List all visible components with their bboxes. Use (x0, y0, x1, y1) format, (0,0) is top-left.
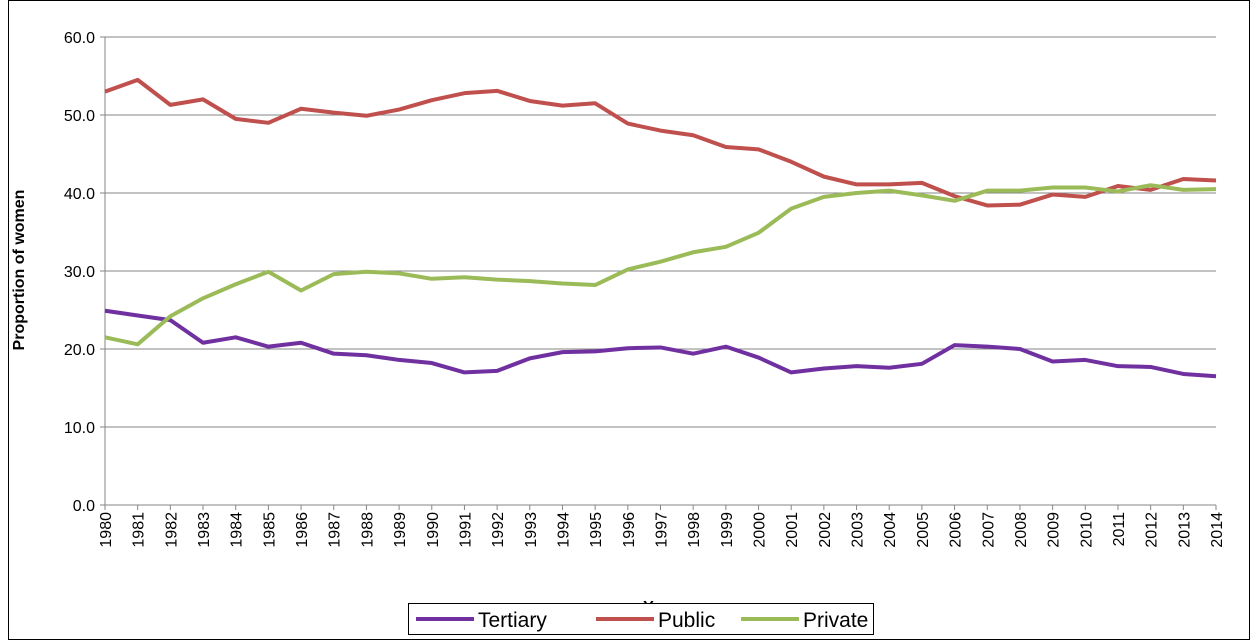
x-tick-label: 2003 (850, 512, 867, 548)
x-tick-label: 1996 (621, 512, 638, 548)
y-tick-label: 40.0 (64, 186, 95, 203)
x-tick-label: 2000 (752, 512, 769, 548)
y-axis-title: Proportion of women (11, 190, 28, 351)
series-line (104, 183, 1217, 347)
x-tick-label: 1999 (719, 512, 736, 548)
x-tick-label: 1994 (555, 512, 572, 548)
series-line (104, 77, 1217, 208)
x-tick-label: 2001 (784, 512, 801, 548)
x-tick-label: 2011 (1111, 512, 1128, 547)
x-tick-label: 1988 (359, 512, 376, 548)
y-tick-label: 0.0 (73, 498, 95, 515)
legend-label: Tertiary (478, 609, 547, 632)
x-tick-label: 1991 (457, 512, 474, 548)
x-tick-label: 2013 (1176, 512, 1193, 548)
x-tick-label: 2014 (1209, 512, 1226, 548)
x-tick-label: 1981 (131, 512, 148, 548)
x-tick-label: 1997 (654, 512, 671, 548)
x-tick-label: 2012 (1144, 512, 1161, 548)
x-tick-label: 1993 (523, 512, 540, 548)
x-tick-label: 2010 (1078, 512, 1095, 548)
x-tick-label: 2007 (980, 512, 997, 548)
x-tick-label: 1989 (392, 512, 409, 548)
x-tick-label: 1980 (98, 512, 115, 548)
x-tick-label: 1985 (261, 512, 278, 548)
x-tick-label: 1986 (294, 512, 311, 548)
x-tick-label: 1982 (163, 512, 180, 548)
x-tick-label: 1992 (490, 512, 507, 548)
x-tick-label: 2005 (915, 512, 932, 548)
legend-label: Public (658, 609, 715, 632)
x-tick-label: 1998 (686, 512, 703, 548)
x-tick-label: 1984 (229, 512, 246, 548)
y-tick-label: 50.0 (64, 108, 95, 125)
y-tick-label: 20.0 (64, 342, 95, 359)
x-tick-label: 2004 (882, 512, 899, 548)
legend-label: Private (803, 609, 868, 632)
y-tick-label: 30.0 (64, 264, 95, 281)
x-tick-label: 2006 (948, 512, 965, 548)
x-tick-label: 2009 (1046, 512, 1063, 548)
y-tick-label: 10.0 (64, 420, 95, 437)
x-tick-label: 2002 (817, 512, 834, 548)
x-tick-label: 1987 (327, 512, 344, 548)
x-tick-label: 1995 (588, 512, 605, 548)
x-tick-label: 1983 (196, 512, 213, 548)
y-tick-label: 60.0 (64, 30, 95, 47)
series-line (104, 308, 1217, 379)
x-tick-label: 1990 (425, 512, 442, 548)
x-tick-label: 2008 (1013, 512, 1030, 548)
